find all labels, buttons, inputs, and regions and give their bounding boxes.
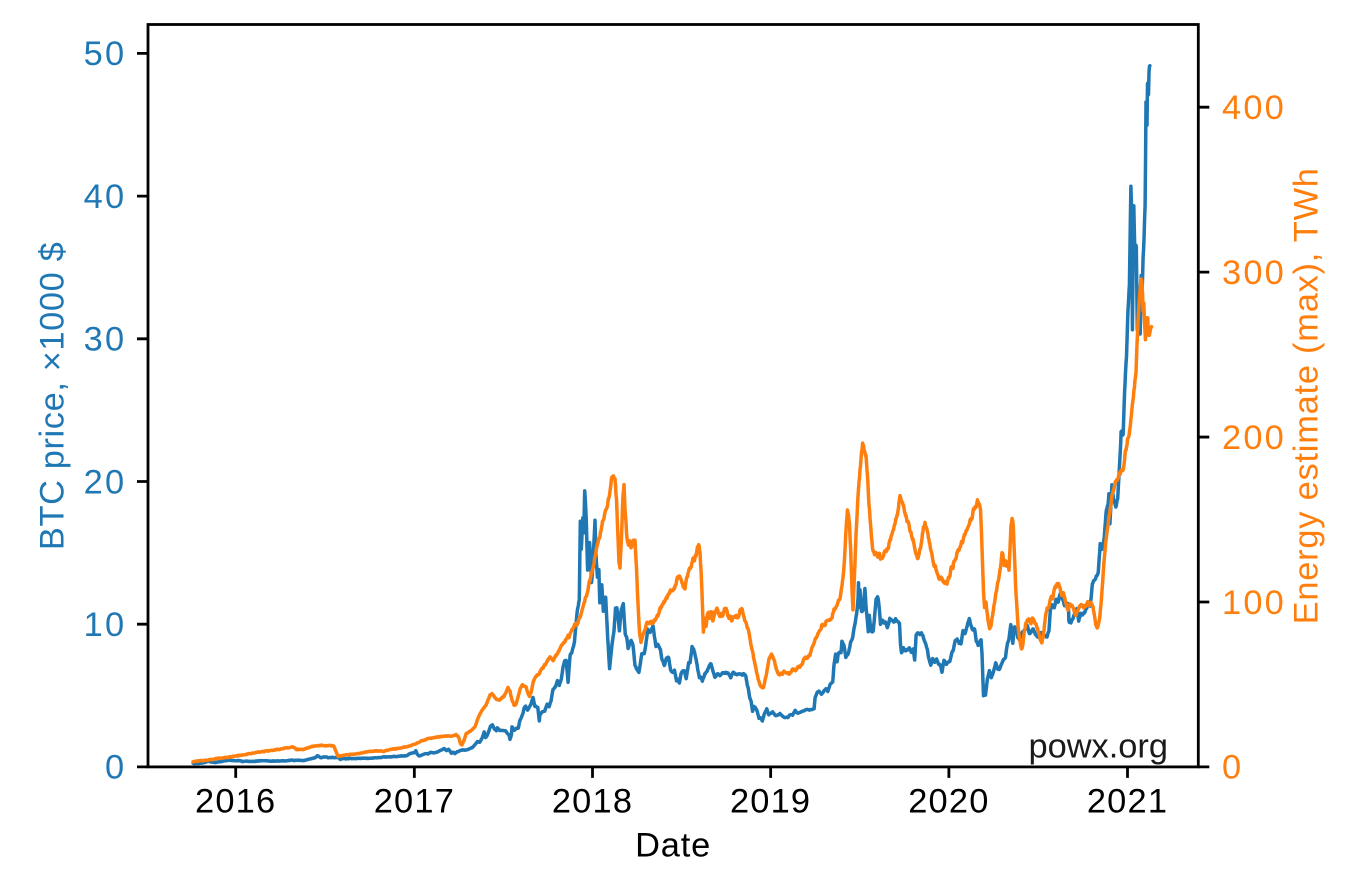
svg-text:0: 0	[105, 749, 126, 787]
svg-text:300: 300	[1222, 254, 1286, 292]
svg-text:2017: 2017	[374, 782, 455, 820]
svg-text:50: 50	[84, 35, 127, 73]
svg-text:2019: 2019	[730, 782, 811, 820]
svg-text:200: 200	[1222, 419, 1286, 457]
svg-text:30: 30	[84, 321, 127, 359]
svg-text:0: 0	[1222, 749, 1243, 787]
svg-text:2020: 2020	[908, 782, 989, 820]
svg-text:Energy estimate (max), TWh: Energy estimate (max), TWh	[1287, 167, 1325, 624]
svg-text:400: 400	[1222, 89, 1286, 127]
svg-text:BTC price, ×1000 $: BTC price, ×1000 $	[34, 242, 72, 550]
svg-text:20: 20	[84, 463, 127, 501]
svg-text:10: 10	[84, 606, 127, 644]
svg-text:2021: 2021	[1087, 782, 1168, 820]
svg-text:powx.org: powx.org	[1028, 728, 1168, 766]
svg-text:40: 40	[84, 178, 127, 216]
svg-text:Date: Date	[635, 827, 711, 865]
svg-text:2016: 2016	[195, 782, 276, 820]
svg-text:2018: 2018	[552, 782, 633, 820]
svg-text:100: 100	[1222, 584, 1286, 622]
